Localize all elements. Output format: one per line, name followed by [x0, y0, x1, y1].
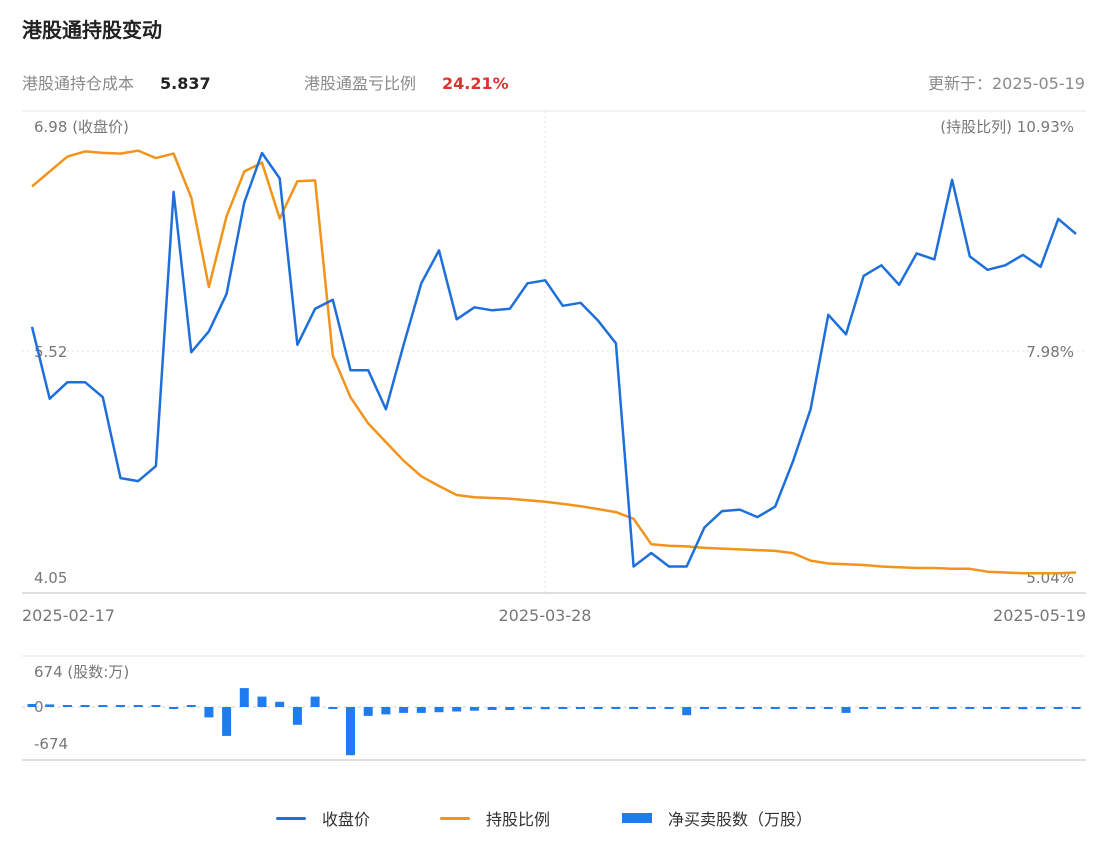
net-buy-bar [753, 707, 762, 709]
net-buy-bar [823, 707, 833, 709]
net-buy-bar [523, 707, 532, 710]
net-buy-bar [894, 707, 904, 709]
legend-holding[interactable]: 持股比例 [440, 806, 550, 830]
net-buy-bar [876, 707, 886, 709]
net-buy-bar [929, 707, 939, 709]
net-buy-bar [204, 707, 214, 718]
net-buy-bar [965, 707, 975, 709]
net-buy-bar [363, 707, 373, 716]
close-price-line [30, 151, 1077, 568]
net-buy-bar [222, 707, 232, 736]
page-title: 港股通持股变动 [22, 18, 162, 42]
x-tick-end: 2025-05-19 [993, 606, 1086, 625]
profit-loss-ratio: 港股通盈亏比例 24.21% [304, 70, 509, 94]
net-buy-bar [45, 704, 55, 707]
net-buy-bar [62, 705, 72, 707]
net-buy-bar [558, 707, 568, 709]
net-buy-bar [257, 696, 267, 707]
net-buy-bar [699, 707, 709, 709]
y-tick-mid: 5.52 [34, 343, 67, 361]
net-buy-bar [346, 707, 355, 756]
net-buy-bar [646, 707, 656, 709]
net-buy-bar [239, 688, 249, 707]
net-buy-bar [98, 705, 108, 707]
updated-date: 更新于：2025-05-19 [928, 74, 1085, 93]
net-buy-bar [859, 707, 869, 709]
net-buy-bars [27, 688, 1081, 756]
net-buy-bar [469, 707, 479, 711]
holding-chart: 6.98 (收盘价) 5.52 4.05 (持股比列) 10.93% 7.98%… [22, 110, 1086, 761]
net-buy-bar [912, 707, 922, 709]
legend-holding-swatch [440, 816, 470, 820]
net-buy-bar [27, 704, 37, 707]
net-buy-bar [1071, 707, 1081, 709]
net-buy-bar [399, 707, 409, 713]
net-buy-bar [717, 707, 727, 709]
legend-price[interactable]: 收盘价 [276, 806, 370, 830]
net-buy-bar [593, 707, 603, 709]
net-buy-bar [664, 707, 674, 709]
holding-cost-value: 5.837 [160, 74, 211, 93]
net-buy-bar [682, 707, 692, 716]
net-buy-bar [292, 707, 302, 725]
net-buy-bar [735, 707, 745, 709]
x-tick-mid: 2025-03-28 [499, 606, 592, 625]
net-buy-bar [133, 705, 143, 707]
bar-y-tick-zero: 0 [34, 698, 44, 716]
net-buy-bar [80, 705, 90, 707]
net-buy-bar [169, 707, 179, 709]
net-buy-bar [983, 707, 992, 709]
legend-holding-label: 持股比例 [486, 810, 551, 829]
net-buy-bar [452, 707, 462, 712]
x-tick-start: 2025-02-17 [22, 606, 115, 625]
net-buy-bar [186, 705, 196, 707]
net-buy-bar [487, 707, 497, 710]
net-buy-bar [1053, 707, 1063, 709]
y2-tick-top: (持股比列) 10.93% [940, 118, 1074, 136]
net-buy-bar [611, 707, 621, 709]
profit-loss-label: 港股通盈亏比例 [304, 74, 417, 93]
net-buy-bar [841, 707, 851, 713]
legend-netbuy-label: 净买卖股数（万股） [668, 810, 813, 829]
net-buy-bar [151, 705, 161, 707]
y2-tick-mid: 7.98% [1026, 343, 1074, 361]
net-buy-bar [275, 701, 285, 707]
net-buy-bar [947, 707, 957, 709]
legend: 收盘价 持股比例 净买卖股数（万股） [0, 806, 1107, 830]
net-buy-bar [310, 696, 320, 707]
net-buy-bar [540, 707, 550, 710]
bar-y-tick-top: 674 (股数:万) [34, 663, 129, 681]
legend-netbuy[interactable]: 净买卖股数（万股） [622, 806, 812, 830]
net-buy-bar [328, 707, 338, 709]
net-buy-bar [806, 707, 816, 709]
net-buy-bar [1000, 707, 1010, 709]
net-buy-bar [434, 707, 444, 713]
net-buy-bar [1036, 707, 1046, 709]
net-buy-bar [505, 707, 515, 710]
net-buy-bar [788, 707, 798, 709]
y-tick-bottom: 4.05 [34, 569, 67, 587]
net-buy-bar [770, 707, 780, 709]
bar-y-tick-bottom: -674 [34, 735, 68, 753]
net-buy-bar [416, 707, 426, 713]
net-buy-bar [1018, 707, 1028, 710]
legend-netbuy-swatch [622, 813, 652, 823]
profit-loss-value: 24.21% [442, 74, 509, 93]
holding-cost-label: 港股通持仓成本 [22, 74, 135, 93]
holding-cost: 港股通持仓成本 5.837 [22, 70, 211, 94]
legend-price-label: 收盘价 [322, 810, 371, 829]
net-buy-bar [116, 705, 125, 707]
holding-ratio-line [31, 149, 1077, 575]
y-tick-top: 6.98 (收盘价) [34, 118, 129, 136]
net-buy-bar [576, 707, 585, 709]
net-buy-bar [629, 707, 639, 709]
legend-price-swatch [276, 816, 306, 820]
net-buy-bar [381, 707, 391, 715]
